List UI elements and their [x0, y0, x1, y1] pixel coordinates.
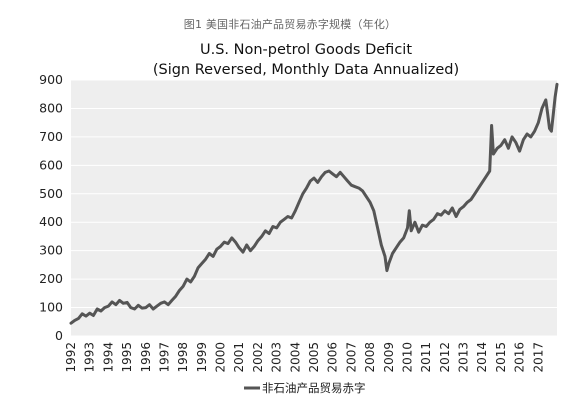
x-tick-label: 2015 [494, 342, 508, 373]
x-axis-ticks: 1992 1993 1994 1995 1996 1997 1998 1999 2000 2001… [64, 342, 545, 373]
legend: 非石油产品贸易赤字 [244, 381, 366, 395]
plot-background [71, 80, 557, 336]
x-tick-label: 1994 [101, 342, 115, 373]
y-tick-label: 500 [39, 186, 63, 201]
x-tick-label: 2009 [382, 342, 396, 373]
x-tick-label: 1996 [139, 342, 153, 373]
x-tick-label: 1998 [176, 342, 190, 373]
x-tick-label: 2012 [438, 342, 452, 373]
x-tick-label: 1997 [157, 342, 171, 373]
x-tick-label: 2002 [251, 342, 265, 373]
x-tick-label: 2014 [475, 342, 489, 373]
y-tick-label: 300 [39, 243, 63, 258]
series-line [69, 82, 559, 325]
x-tick-label: 2008 [363, 342, 377, 373]
x-tick-label: 2005 [307, 342, 321, 373]
y-tick-label: 400 [39, 214, 63, 229]
x-tick-label: 2017 [531, 342, 545, 373]
y-axis-ticks: 0 100 200 300 400 500 600 700 800 900 [39, 72, 63, 343]
x-tick-label: 2016 [513, 342, 527, 373]
x-tick-label: 2007 [344, 342, 358, 373]
y-tick-label: 0 [55, 328, 63, 343]
x-tick-label: 2003 [270, 342, 284, 373]
y-tick-label: 700 [39, 129, 63, 144]
legend-label: 非石油产品贸易赤字 [262, 381, 366, 395]
y-tick-label: 900 [39, 72, 63, 87]
x-tick-label: 1995 [120, 342, 134, 373]
x-tick-label: 2001 [232, 342, 246, 373]
chart-subtitle: (Sign Reversed, Monthly Data Annualized) [153, 62, 459, 78]
y-tick-label: 200 [39, 271, 63, 286]
x-tick-label: 1993 [83, 342, 97, 373]
grid-lines [71, 79, 557, 337]
x-tick-label: 2010 [400, 342, 414, 373]
x-tick-label: 2004 [288, 342, 302, 373]
y-tick-label: 100 [39, 300, 63, 315]
y-tick-label: 600 [39, 157, 63, 172]
x-tick-label: 2006 [326, 342, 340, 373]
chart-title: U.S. Non-petrol Goods Deficit [200, 42, 412, 58]
x-tick-label: 2000 [214, 342, 228, 373]
x-tick-label: 1992 [64, 342, 78, 373]
x-tick-label: 2013 [457, 342, 471, 373]
x-tick-label: 2011 [419, 342, 433, 373]
y-tick-label: 800 [39, 100, 63, 115]
x-tick-label: 1999 [195, 342, 209, 373]
figure-caption: 图1 美国非石油产品贸易赤字规模（年化） [183, 18, 397, 31]
series-lines [69, 82, 559, 325]
